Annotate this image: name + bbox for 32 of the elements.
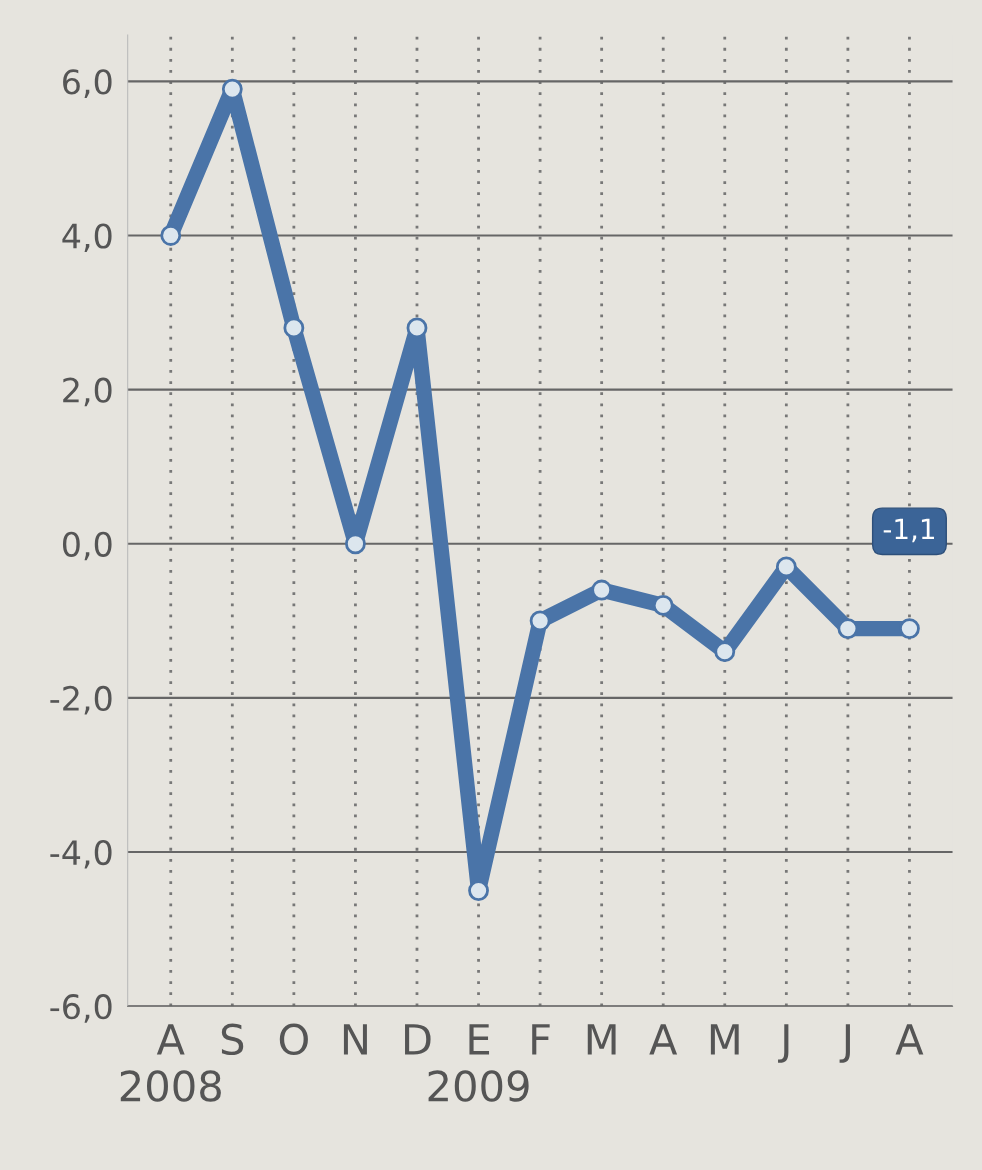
y-tick-label: 6,0 [63, 69, 112, 98]
x-tick-label: S [221, 1023, 244, 1056]
point [468, 880, 489, 902]
point [221, 78, 243, 100]
point [345, 533, 366, 555]
x-tick-label: J [778, 1024, 789, 1063]
point [283, 317, 305, 339]
x-tick-label: A 2008 [120, 1024, 221, 1102]
point [714, 641, 736, 663]
y-tick-label: 4,0 [62, 223, 112, 253]
x-tick-label: M [710, 1024, 739, 1055]
data-label: -1,1 [883, 518, 934, 543]
point [160, 225, 182, 246]
y-tick-label: 2,0 [63, 377, 112, 407]
point [406, 317, 428, 339]
x-tick-label: J [839, 1024, 850, 1063]
x-tick-label: M [587, 1024, 616, 1055]
x-tick-label: A [649, 1024, 678, 1055]
y-tick-label: 0,0 [62, 531, 112, 561]
point [591, 579, 613, 601]
y-tick-label: -4,0 [50, 839, 112, 869]
point [899, 618, 920, 639]
point [652, 595, 674, 616]
x-tick-label: N [343, 1024, 367, 1055]
x-tick-label: O [279, 1023, 308, 1056]
point [837, 618, 859, 639]
point [529, 610, 551, 632]
y-tick-label: -6,0 [50, 994, 112, 1023]
x-tick-label: A [895, 1024, 924, 1055]
y-tick-label: -2,0 [50, 685, 112, 715]
point [775, 556, 797, 578]
x-tick-label: F [532, 1024, 550, 1055]
